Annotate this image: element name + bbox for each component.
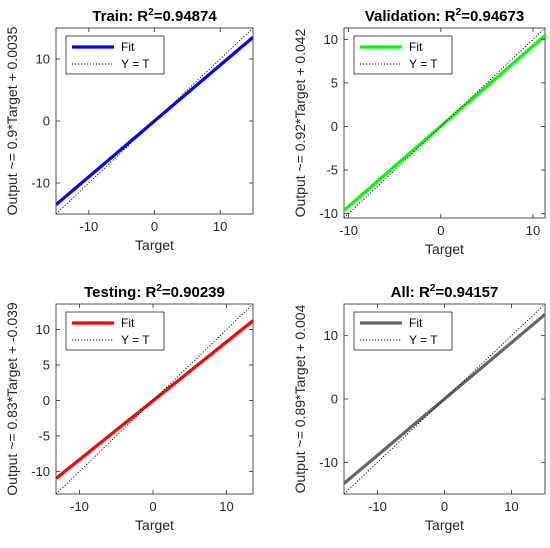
y-axis-label: Output ~= 0.92*Target + 0.042 <box>292 28 308 217</box>
y-tick-label: 10 <box>324 32 338 47</box>
y-tick-label: 10 <box>36 322 50 337</box>
x-axis-label: Target <box>425 241 464 257</box>
legend-box <box>353 311 453 351</box>
legend: Fit Y = T <box>65 35 165 75</box>
y-tick-label: 5 <box>331 75 338 90</box>
x-axis-label: Target <box>135 517 174 533</box>
x-tick-label: -10 <box>368 499 387 514</box>
y-axis-label: Output ~= 0.83*Target + -0.039 <box>4 302 20 496</box>
title-value: =0.94673 <box>461 8 524 25</box>
legend: Fit Y = T <box>353 311 453 351</box>
y-tick-label: -10 <box>31 176 50 191</box>
legend-entry-label: Y = T <box>121 333 150 347</box>
series-group <box>56 304 253 494</box>
identity-line <box>344 28 545 218</box>
title-superscript: 2 <box>156 283 162 294</box>
x-tick-label: 0 <box>151 219 158 234</box>
y-tick-label: 10 <box>36 52 50 67</box>
x-tick-label: -10 <box>339 223 358 238</box>
x-tick-label: -10 <box>70 499 89 514</box>
x-tick-label: -10 <box>79 219 98 234</box>
panel-title: Validation: R2=0.94673 <box>365 7 524 25</box>
legend-entry-label: Fit <box>121 316 135 330</box>
legend-entry-label: Y = T <box>121 57 150 71</box>
title-main: All: R <box>391 284 430 301</box>
regression-panel-3: -10 0 10 -10 -5 0 5 10 Target Output ~= 0.83*Targ… <box>4 283 254 533</box>
x-tick-label: 10 <box>504 499 518 514</box>
series-group <box>344 304 545 494</box>
y-tick-label: 0 <box>43 393 50 408</box>
series-group <box>56 28 253 214</box>
legend-box <box>353 35 453 75</box>
y-tick-label: -5 <box>326 163 338 178</box>
panel-title: Train: R2=0.94874 <box>92 7 217 25</box>
legend: Fit Y = T <box>65 311 165 351</box>
series-group <box>344 28 545 218</box>
legend-entry-label: Y = T <box>409 333 438 347</box>
legend: Fit Y = T <box>353 35 453 75</box>
regression-panel-4: -10 0 10 -10 0 10 Target Output ~= 0.89*Target … <box>292 283 546 533</box>
y-tick-label: 0 <box>331 119 338 134</box>
title-main: Testing: R <box>84 284 156 301</box>
y-tick-label: -10 <box>319 206 338 221</box>
title-main: Train: R <box>92 8 148 25</box>
y-tick-label: 0 <box>43 114 50 129</box>
x-axis-label: Target <box>425 517 464 533</box>
x-tick-label: 0 <box>437 223 444 238</box>
y-tick-label: 0 <box>331 392 338 407</box>
regression-panel-2: -10 0 10 -10 -5 0 5 10 Target Output ~= 0.92*Targ… <box>292 7 546 257</box>
panel-title: Testing: R2=0.90239 <box>84 283 225 301</box>
x-tick-label: 10 <box>219 499 233 514</box>
panel-title: All: R2=0.94157 <box>391 283 499 301</box>
regression-panel-1: -10 0 10 -10 0 10 Target Output ~= 0.9*Target +… <box>4 7 254 253</box>
legend-entry-label: Fit <box>409 40 423 54</box>
legend-entry-label: Fit <box>121 40 135 54</box>
y-tick-label: -10 <box>319 455 338 470</box>
legend-box <box>65 311 165 351</box>
y-axis-label: Output ~= 0.89*Target + 0.004 <box>292 304 308 493</box>
x-tick-label: 10 <box>526 223 540 238</box>
x-tick-label: 0 <box>441 499 448 514</box>
identity-line <box>56 304 253 494</box>
title-superscript: 2 <box>430 283 436 294</box>
y-tick-label: 5 <box>43 357 50 372</box>
title-superscript: 2 <box>456 7 462 18</box>
y-axis-label: Output ~= 0.9*Target + 0.0035 <box>4 26 20 215</box>
fit-line <box>56 319 253 480</box>
x-tick-label: 10 <box>213 219 227 234</box>
identity-line <box>56 28 253 214</box>
title-value: =0.94874 <box>154 8 218 25</box>
x-tick-label: 0 <box>149 499 156 514</box>
legend-box <box>65 35 165 75</box>
title-value: =0.94157 <box>435 284 498 301</box>
y-tick-label: -5 <box>38 428 50 443</box>
legend-entry-label: Y = T <box>409 57 438 71</box>
legend-entry-label: Fit <box>409 316 423 330</box>
title-main: Validation: R <box>365 8 456 25</box>
title-value: =0.90239 <box>162 284 225 301</box>
identity-line <box>344 304 545 494</box>
y-tick-label: -10 <box>31 464 50 479</box>
y-tick-label: 10 <box>324 328 338 343</box>
x-axis-label: Target <box>135 237 174 253</box>
title-superscript: 2 <box>148 7 154 18</box>
